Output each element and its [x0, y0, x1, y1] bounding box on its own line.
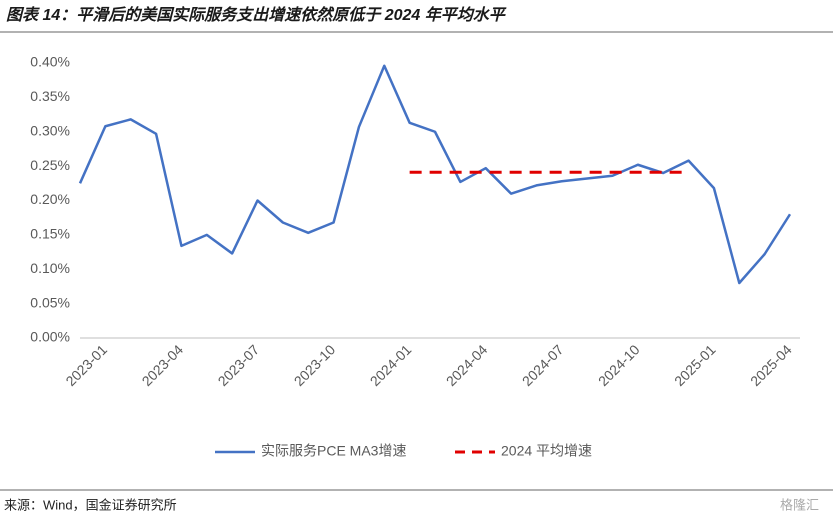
y-tick-label: 0.40%: [30, 54, 70, 70]
y-tick-label: 0.35%: [30, 88, 70, 104]
watermark: 格隆汇: [780, 497, 819, 512]
source: 来源：Wind，国金证券研究所: [4, 497, 177, 512]
legend-label: 2024 平均增速: [501, 443, 592, 459]
x-tick-label: 2024-01: [367, 341, 415, 389]
y-tick-label: 0.20%: [30, 191, 70, 207]
x-tick-label: 2025-01: [671, 341, 719, 389]
x-tick-label: 2023-10: [291, 341, 339, 389]
x-tick-label: 2024-07: [519, 341, 567, 389]
legend-label: 实际服务PCE MA3增速: [261, 443, 406, 459]
x-tick-label: 2023-07: [215, 341, 263, 389]
x-tick-label: 2023-04: [139, 341, 187, 389]
y-tick-label: 0.30%: [30, 122, 70, 138]
series-line: [78, 64, 792, 285]
x-tick-label: 2024-04: [443, 341, 491, 389]
chart-title: 图表 14：平滑后的美国实际服务支出增速依然原低于 2024 年平均水平: [6, 6, 507, 24]
x-tick-label: 2024-10: [595, 341, 643, 389]
x-tick-label: 2023-01: [62, 341, 110, 389]
y-tick-label: 0.10%: [30, 260, 70, 276]
y-tick-label: 0.25%: [30, 157, 70, 173]
y-tick-label: 0.05%: [30, 294, 70, 310]
x-tick-label: 2025-04: [747, 341, 795, 389]
y-tick-label: 0.15%: [30, 226, 70, 242]
y-tick-label: 0.00%: [30, 329, 70, 345]
